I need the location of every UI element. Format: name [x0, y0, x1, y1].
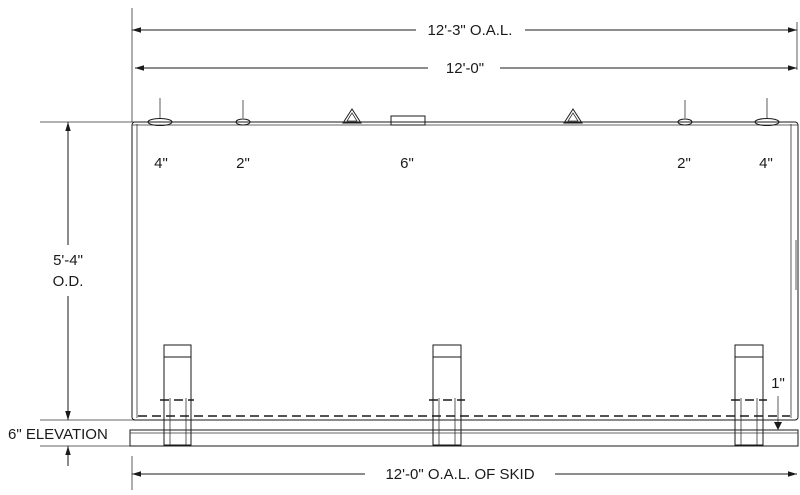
- diameter-od-label: O.D.: [53, 273, 84, 290]
- top-fittings: [147, 98, 780, 126]
- saddle-center: [429, 344, 465, 446]
- skid-gap-label: 1": [771, 375, 785, 392]
- tank-body: [131, 121, 799, 421]
- fitting-label: 4": [759, 155, 773, 172]
- saddle-left: [160, 344, 194, 446]
- elevation-dimension: 6" ELEVATION: [8, 400, 108, 466]
- diameter-label: 5'-4": [53, 252, 83, 269]
- skid: [129, 429, 799, 447]
- elevation-label: 6" ELEVATION: [8, 426, 108, 443]
- saddle-right: [731, 344, 767, 446]
- fitting-label: 2": [236, 155, 250, 172]
- tank-length-dimension: 12'-0": [135, 60, 797, 77]
- skid-length-label: 12'-0" O.A.L. OF SKID: [385, 466, 534, 483]
- diameter-dimension: 5'-4" O.D.: [53, 122, 84, 420]
- lifting-lugs: [342, 108, 583, 124]
- fitting-label: 4": [154, 155, 168, 172]
- overall-length-dimension: 12'-3" O.A.L.: [132, 22, 797, 39]
- fitting-labels: 4" 2" 6" 2" 4": [154, 155, 773, 172]
- skid-gap-callout: 1": [771, 375, 785, 430]
- tank-length-label: 12'-0": [446, 60, 484, 77]
- overall-length-label: 12'-3" O.A.L.: [428, 22, 513, 39]
- extension-lines: [40, 8, 798, 490]
- fitting-label: 6": [400, 155, 414, 172]
- skid-length-dimension: 12'-0" O.A.L. OF SKID: [132, 466, 797, 483]
- fitting-label: 2": [677, 155, 691, 172]
